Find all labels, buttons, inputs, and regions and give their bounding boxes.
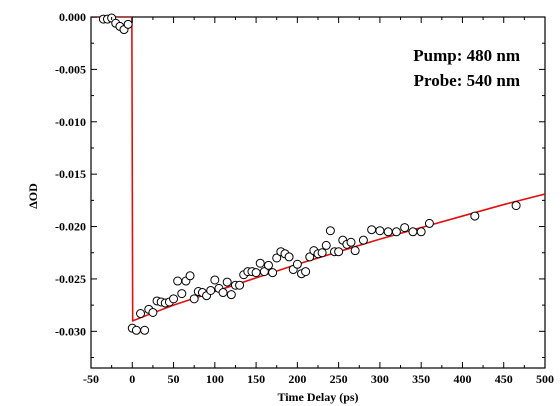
data-point bbox=[226, 290, 236, 300]
data-point bbox=[177, 289, 187, 299]
data-point bbox=[218, 288, 228, 298]
data-point bbox=[189, 294, 199, 304]
x-tick-label: 150 bbox=[247, 372, 265, 386]
data-point bbox=[206, 285, 216, 295]
x-tick-label: 250 bbox=[330, 372, 348, 386]
data-point bbox=[210, 275, 220, 285]
data-point bbox=[292, 259, 302, 269]
data-point bbox=[284, 252, 294, 262]
data-point bbox=[383, 227, 393, 237]
x-tick-label: 50 bbox=[168, 372, 180, 386]
data-point bbox=[350, 246, 360, 256]
x-tick-label: 350 bbox=[412, 372, 430, 386]
y-axis: 0.000 -0.005 -0.010 -0.015 -0.020 -0.025 -0.03… bbox=[55, 10, 545, 359]
data-point bbox=[346, 237, 356, 247]
data-point bbox=[367, 225, 377, 235]
plot-frame bbox=[90, 16, 546, 369]
data-point bbox=[511, 201, 521, 211]
data-point bbox=[391, 227, 401, 237]
plot-area bbox=[90, 13, 546, 369]
data-point bbox=[424, 218, 434, 228]
data-point bbox=[358, 235, 368, 245]
y-axis-title: ΔOD bbox=[26, 183, 40, 209]
y-tick-label: -0.010 bbox=[55, 115, 86, 129]
data-point bbox=[400, 223, 410, 233]
data-point bbox=[263, 260, 273, 270]
data-point bbox=[123, 19, 133, 29]
probe-annotation: Probe: 540 nm bbox=[414, 71, 520, 90]
data-point bbox=[235, 280, 245, 290]
y-tick-label: 0.000 bbox=[59, 10, 86, 24]
data-point bbox=[470, 211, 480, 221]
x-tick-label: 400 bbox=[453, 372, 471, 386]
data-point bbox=[140, 325, 150, 335]
data-point bbox=[317, 248, 327, 258]
data-point bbox=[131, 325, 141, 335]
data-point bbox=[169, 294, 179, 304]
x-tick-label: 300 bbox=[371, 372, 389, 386]
data-point bbox=[408, 227, 418, 237]
x-axis: -50 0 50 100 150 200 250 300 350 400 450 500 bbox=[83, 17, 554, 386]
data-point bbox=[222, 277, 232, 287]
x-tick-label: -50 bbox=[83, 372, 99, 386]
y-tick-label: -0.005 bbox=[55, 62, 86, 76]
y-tick-label: -0.030 bbox=[55, 324, 86, 338]
y-tick-label: -0.025 bbox=[55, 272, 86, 286]
data-point bbox=[173, 276, 183, 286]
data-point bbox=[185, 271, 195, 281]
data-point bbox=[321, 240, 331, 250]
data-point bbox=[325, 226, 335, 236]
x-tick-label: 500 bbox=[536, 372, 554, 386]
data-point bbox=[301, 267, 311, 277]
data-point bbox=[148, 307, 158, 317]
data-point bbox=[255, 258, 265, 268]
data-point bbox=[416, 227, 426, 237]
y-tick-label: -0.015 bbox=[55, 167, 86, 181]
pump-annotation: Pump: 480 nm bbox=[413, 46, 520, 65]
x-tick-label: 0 bbox=[129, 372, 135, 386]
data-point bbox=[251, 268, 261, 278]
x-tick-label: 200 bbox=[288, 372, 306, 386]
data-point bbox=[305, 252, 315, 262]
x-axis-title: Time Delay (ps) bbox=[277, 390, 358, 404]
data-point bbox=[136, 309, 146, 319]
data-point bbox=[272, 253, 282, 263]
data-point bbox=[375, 226, 385, 236]
data-point bbox=[334, 247, 344, 257]
x-tick-label: 100 bbox=[206, 372, 224, 386]
x-tick-label: 450 bbox=[495, 372, 513, 386]
data-point bbox=[268, 268, 278, 278]
y-tick-label: -0.020 bbox=[55, 220, 86, 234]
